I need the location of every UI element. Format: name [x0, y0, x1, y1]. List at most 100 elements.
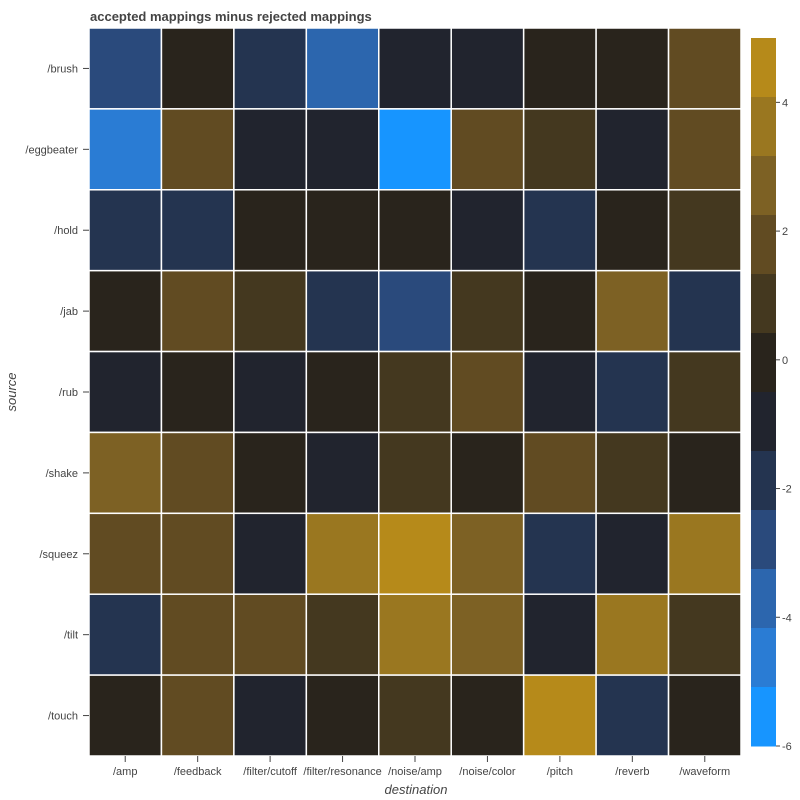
heatmap-cell	[305, 269, 380, 353]
colorbar-band	[751, 628, 776, 688]
heatmap-cell	[667, 674, 742, 757]
heatmap-cell	[667, 269, 742, 353]
heatmap-cell	[378, 431, 452, 515]
y-tick-label: /eggbeater	[25, 144, 78, 156]
heatmap-cell	[88, 593, 163, 676]
heatmap-cell	[305, 674, 380, 757]
heatmap-cell	[522, 108, 597, 191]
heatmap-cell	[88, 108, 163, 191]
y-tick-label: /hold	[54, 225, 78, 237]
x-tick-label: /feedback	[174, 766, 222, 778]
heatmap-cell	[160, 350, 235, 434]
heatmap-cell	[595, 350, 670, 434]
heatmap-cell	[88, 27, 163, 110]
heatmap-cell	[450, 189, 525, 272]
heatmap-cell	[667, 189, 742, 272]
heatmap-cell	[88, 431, 163, 515]
heatmap-cell	[595, 512, 670, 595]
heatmap-cell	[667, 593, 742, 676]
x-tick-label: /reverb	[615, 766, 649, 778]
y-tick-label: /tilt	[64, 630, 78, 642]
heatmap-cell	[378, 108, 452, 191]
heatmap-cell	[450, 431, 525, 515]
y-axis-label: source	[4, 372, 19, 411]
y-tick-label: /shake	[46, 468, 78, 480]
heatmap-cell	[450, 674, 525, 757]
heatmap-cell	[595, 269, 670, 353]
heatmap-cell	[233, 189, 308, 272]
heatmap-cell	[305, 512, 380, 595]
colorbar-tick-label: -2	[782, 484, 792, 496]
heatmap-cell	[305, 350, 380, 434]
chart-title: accepted mappings minus rejected mapping…	[90, 9, 372, 24]
heatmap-cell	[522, 269, 597, 353]
heatmap-cell	[160, 593, 235, 676]
colorbar-band	[751, 687, 776, 747]
x-axis-ticks: /amp/feedback/filter/cutoff/filter/reson…	[113, 756, 730, 778]
colorbar: 4 2 0 -2 -4 -6	[751, 38, 792, 753]
y-tick-label: /brush	[47, 63, 78, 75]
heatmap-cell	[160, 674, 235, 757]
heatmap-cell	[88, 189, 163, 272]
heatmap-cell	[595, 189, 670, 272]
heatmap-cell	[522, 189, 597, 272]
x-tick-label: /waveform	[679, 766, 730, 778]
colorbar-band	[751, 569, 776, 629]
heatmap-cell	[667, 27, 742, 110]
heatmap-cell	[378, 350, 452, 434]
heatmap-cell	[233, 269, 308, 353]
heatmap-cell	[233, 350, 308, 434]
colorbar-tick-label: 4	[782, 97, 788, 109]
heatmap-cell	[595, 431, 670, 515]
heatmap-cell	[667, 431, 742, 515]
colorbar-band	[751, 38, 776, 98]
heatmap-cell	[595, 674, 670, 757]
heatmap-cell	[233, 593, 308, 676]
heatmap-cell	[450, 108, 525, 191]
heatmap-cell	[378, 269, 452, 353]
heatmap-cell	[450, 269, 525, 353]
heatmap-cell	[233, 108, 308, 191]
x-tick-label: /pitch	[547, 766, 573, 778]
heatmap-cell	[450, 593, 525, 676]
x-tick-label: /noise/amp	[388, 766, 442, 778]
heatmap-cell	[88, 350, 163, 434]
y-tick-label: /rub	[59, 387, 78, 399]
colorbar-band	[751, 392, 776, 452]
heatmap-cell	[522, 350, 597, 434]
heatmap-cell	[160, 269, 235, 353]
heatmap-cell	[160, 431, 235, 515]
x-tick-label: /filter/resonance	[303, 766, 381, 778]
heatmap-cell	[450, 512, 525, 595]
heatmap-cell	[378, 512, 452, 595]
heatmap-cell	[595, 27, 670, 110]
colorbar-band	[751, 333, 776, 393]
y-tick-label: /squeez	[39, 549, 78, 561]
heatmap-cell	[595, 593, 670, 676]
heatmap-cell	[160, 27, 235, 110]
heatmap-cell	[667, 108, 742, 191]
colorbar-tick-label: 0	[782, 355, 788, 367]
colorbar-band	[751, 97, 776, 157]
heatmap-cell	[667, 512, 742, 595]
heatmap-cell	[160, 512, 235, 595]
heatmap-cell	[233, 512, 308, 595]
heatmap-cell	[522, 431, 597, 515]
colorbar-tick-label: -4	[782, 612, 792, 624]
heatmap-cell	[378, 674, 452, 757]
heatmap-cell	[522, 674, 597, 757]
x-tick-label: /noise/color	[459, 766, 516, 778]
heatmap-cell	[378, 27, 452, 110]
x-tick-label: /amp	[113, 766, 137, 778]
heatmap-cell	[450, 350, 525, 434]
heatmap-cell	[233, 27, 308, 110]
heatmap-cell	[378, 593, 452, 676]
x-axis-label: destination	[385, 782, 448, 797]
heatmap-cell	[233, 674, 308, 757]
colorbar-tick-label: 2	[782, 226, 788, 238]
heatmap-cell	[595, 108, 670, 191]
heatmap-cell	[522, 512, 597, 595]
heatmap-cell	[160, 108, 235, 191]
heatmap-cell	[88, 269, 163, 353]
